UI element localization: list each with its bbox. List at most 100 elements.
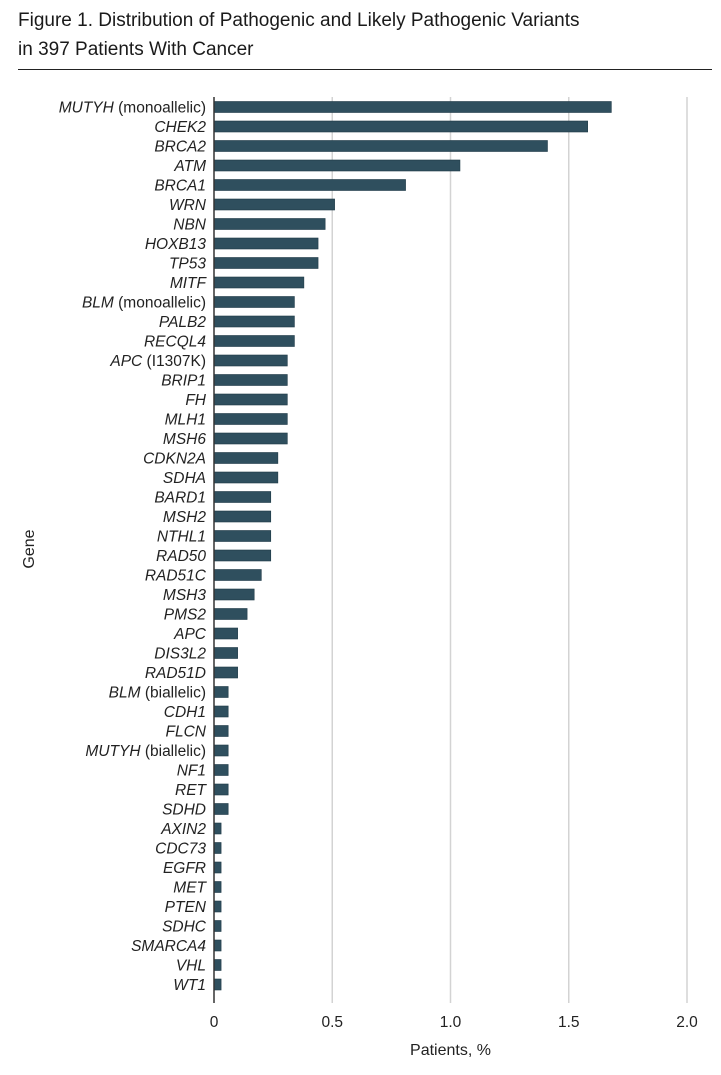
bar [213,530,272,542]
gene-name: ATM [173,158,206,175]
bar [213,120,588,133]
gene-name: EGFR [163,860,206,877]
category-label: NBN [173,217,207,234]
bar [213,354,288,367]
x-tick-label: 1.0 [440,1014,462,1031]
gene-name: AXIN2 [160,821,206,838]
bar [213,939,222,952]
bar [213,686,229,698]
gene-name: TP53 [169,256,206,273]
y-tick-labels: MUTYH (monoallelic) CHEK2 BRCA2 ATM BRCA1 WRN… [59,100,208,995]
bar [213,179,406,191]
bar [213,705,229,718]
category-label: BLM (biallelic) [109,685,206,702]
bar [213,725,229,737]
category-label: HOXB13 [145,236,207,253]
category-label: RAD51C [145,568,207,585]
gene-name: CHEK2 [154,119,206,136]
category-label: MSH3 [163,587,206,604]
bar [213,978,222,991]
gene-name: BRCA1 [154,178,206,195]
category-label: TP53 [169,256,206,273]
bar [213,822,222,835]
category-label: NTHL1 [157,529,206,546]
gene-name: RAD51C [145,568,207,585]
gene-name: RECQL4 [144,334,206,351]
category-label: VHL [176,958,206,975]
gene-name: RET [175,782,208,799]
bar [213,861,222,874]
category-label: DIS3L2 [154,646,206,663]
category-label: PMS2 [164,607,207,624]
category-label: BRCA1 [154,178,206,195]
bar [213,783,229,796]
gene-name: SDHA [163,470,206,487]
gene-name: NBN [173,217,207,234]
gene-name: RAD51D [145,665,206,682]
gene-name: CDC73 [155,841,206,858]
category-label: RAD51D [145,665,206,682]
gene-name: DIS3L2 [154,646,206,663]
gene-name: NTHL1 [157,529,206,546]
gene-name: CDKN2A [143,451,206,468]
gene-name: SDHC [162,919,207,936]
bar [213,218,326,230]
gene-name: RAD50 [156,548,206,565]
category-label: PALB2 [159,314,206,331]
gene-name: MSH2 [163,509,206,526]
y-axis-label: Gene [21,529,38,568]
gene-name: SMARCA4 [131,938,206,955]
category-label: CDH1 [164,704,206,721]
bar [213,491,272,503]
bar [213,510,272,523]
gene-name: MUTYH [85,743,141,760]
category-label: CDC73 [155,841,206,858]
x-axis-label: Patients, % [410,1042,491,1059]
gene-name: MSH6 [163,431,206,448]
gene-name: PTEN [165,899,207,916]
x-tick-label: 0 [210,1014,219,1031]
gene-name: NF1 [177,763,206,780]
gene-name: HOXB13 [145,236,207,253]
category-label: MITF [170,275,208,292]
gene-name: APC [109,353,143,370]
bar [213,471,279,484]
bar [213,588,255,601]
gene-name: MET [173,880,207,897]
category-label: PTEN [165,899,207,916]
bar [213,257,319,269]
bar [213,432,288,445]
bar [213,101,612,113]
gene-name: PMS2 [164,607,207,624]
title-divider [18,69,712,70]
gene-name: BARD1 [154,490,206,507]
bar [213,959,222,971]
x-tick-labels: 0 0.5 1.0 1.5 2.0 [210,1014,698,1031]
category-label: BARD1 [154,490,206,507]
gene-name: MSH3 [163,587,206,604]
bar [213,764,229,776]
gene-name: MITF [170,275,208,292]
bar [213,627,238,640]
gene-name: MUTYH [59,100,115,117]
x-tick-label: 0.5 [321,1014,343,1031]
category-label: EGFR [163,860,206,877]
bar [213,276,305,289]
bar [213,920,222,932]
category-label: APC (I1307K) [109,353,206,370]
bar [213,900,222,913]
gene-name: BLM [109,685,141,702]
gene-qualifier: (biallelic) [141,743,206,760]
category-label: ATM [173,158,206,175]
gene-name: BRIP1 [161,373,206,390]
bar [213,413,288,425]
category-label: CHEK2 [154,119,206,136]
gene-name: CDH1 [164,704,206,721]
category-label: RET [175,782,208,799]
category-label: CDKN2A [143,451,206,468]
bar [213,159,461,172]
bar [213,374,288,386]
category-label: SMARCA4 [131,938,206,955]
figure-title-line-2: in 397 Patients With Cancer [18,39,254,60]
